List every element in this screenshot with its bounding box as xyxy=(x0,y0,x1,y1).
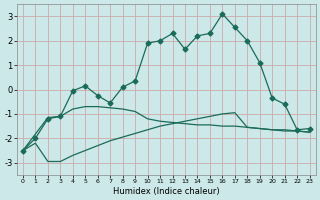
X-axis label: Humidex (Indice chaleur): Humidex (Indice chaleur) xyxy=(113,187,220,196)
